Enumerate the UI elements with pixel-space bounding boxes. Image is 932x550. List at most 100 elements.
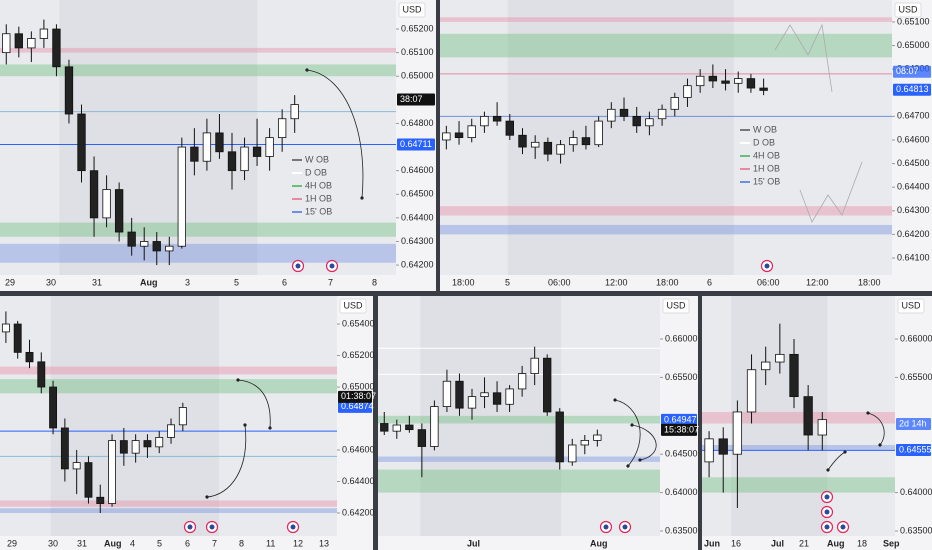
- candle-body: [72, 462, 81, 470]
- x-tick-label: Jun: [704, 538, 720, 548]
- candle-body: [517, 373, 527, 390]
- candle-body: [746, 78, 756, 89]
- y-tick-label: 0.64500: [897, 158, 930, 168]
- candle-body: [734, 78, 743, 84]
- candle-body: [131, 440, 140, 454]
- countdown-box: [896, 417, 931, 430]
- legend-label: W OB: [753, 124, 777, 134]
- legend-label: 4H OB: [753, 150, 780, 160]
- price-label: 0.64874: [341, 401, 374, 411]
- x-tick-label: 16: [731, 538, 741, 548]
- order-block-zone: [702, 444, 895, 451]
- y-tick-label: 0.65400: [342, 318, 375, 328]
- y-tick-label: 0.64800: [401, 118, 434, 128]
- price-axis-bg: [337, 296, 373, 550]
- x-tick-label: 6: [282, 277, 287, 287]
- candle-body: [405, 424, 414, 431]
- projection-arrow: [305, 68, 364, 200]
- price-label: 0.64813: [896, 84, 929, 94]
- history-shade: [507, 0, 734, 275]
- candle-body: [39, 28, 49, 39]
- candle-body: [442, 132, 451, 141]
- candle-body: [177, 146, 186, 247]
- countdown-label: 15:38:07: [664, 424, 699, 434]
- projection-path: [774, 23, 833, 93]
- candle-body: [417, 429, 427, 447]
- candle-body: [645, 118, 654, 127]
- candle-body: [683, 85, 692, 98]
- candle-body: [190, 146, 199, 162]
- candle-body: [49, 386, 58, 429]
- plot-area: [702, 323, 895, 508]
- currency-box: [339, 298, 367, 314]
- history-shade: [59, 0, 258, 275]
- candle-body: [467, 396, 477, 409]
- candle-body: [492, 115, 502, 122]
- price-label-box: [896, 443, 931, 456]
- x-tick-label: 18:00: [858, 277, 881, 287]
- x-tick-label: 21: [799, 538, 809, 548]
- candle-body: [14, 33, 23, 49]
- currency-label: USD: [343, 300, 363, 310]
- order-block-zone: [0, 366, 337, 375]
- price-label: 0.64711: [400, 139, 432, 149]
- y-tick-label: 0.64000: [900, 487, 932, 497]
- x-tick-label: 13: [319, 538, 329, 548]
- price-label: 0.64947: [664, 414, 697, 424]
- y-tick-label: 0.64500: [665, 449, 698, 459]
- price-label-box: [893, 83, 931, 96]
- order-block-zone: [0, 47, 396, 53]
- candle-body: [480, 115, 489, 127]
- legend-label: 4H OB: [305, 180, 332, 190]
- candle-body: [178, 407, 187, 426]
- x-tick-label: 7: [328, 277, 333, 287]
- candle-body: [77, 113, 86, 172]
- candle-body: [746, 369, 757, 413]
- chart-panel: USD 0.66000 0.65500 0.64500 0.64000 0.63500 0.…: [378, 296, 699, 550]
- time-axis-bg: [702, 536, 895, 550]
- event-icon-dot: [764, 263, 770, 269]
- candle-body: [240, 146, 249, 172]
- currency-label: USD: [666, 300, 686, 310]
- plot-area: [378, 346, 660, 493]
- plot-area: [440, 17, 892, 235]
- candle-body: [543, 357, 552, 413]
- candle-body: [761, 361, 771, 371]
- countdown-box: [893, 65, 931, 78]
- currency-box: [894, 2, 922, 18]
- order-block-zone: [702, 477, 895, 493]
- y-tick-label: 0.65000: [897, 40, 930, 50]
- x-tick-label: 6: [707, 277, 712, 287]
- candle-body: [480, 392, 489, 398]
- candle-body: [704, 438, 714, 463]
- currency-box: [398, 2, 426, 18]
- candle-body: [2, 33, 11, 54]
- price-label-box: [397, 138, 435, 151]
- order-block-zone: [0, 243, 396, 263]
- projection-arrow: [826, 450, 847, 472]
- event-icon-dot: [824, 524, 830, 530]
- x-tick-label: 18:00: [452, 277, 475, 287]
- currency-box: [897, 298, 925, 314]
- candle-body: [127, 231, 136, 247]
- x-tick-label: 11: [266, 538, 275, 548]
- event-icon-dot: [840, 524, 846, 530]
- x-tick-label: 5: [505, 277, 510, 287]
- time-axis-bg: [0, 536, 337, 550]
- candle-body: [505, 388, 514, 405]
- candle-body: [568, 444, 577, 463]
- x-tick-label: 06:00: [757, 277, 780, 287]
- event-icon-dot: [824, 494, 830, 500]
- event-icon-dot: [603, 524, 609, 530]
- candle-body: [556, 144, 565, 155]
- x-tick-label: 31: [92, 277, 102, 287]
- currency-label: USD: [901, 300, 921, 310]
- y-tick-label: 0.64500: [401, 189, 434, 199]
- candle-body: [64, 66, 74, 115]
- y-tick-label: 0.64200: [342, 507, 375, 517]
- candle-body: [1, 323, 10, 333]
- x-tick-label: 6: [185, 538, 190, 548]
- candle-body: [817, 419, 827, 436]
- y-tick-label: 0.64600: [401, 165, 434, 175]
